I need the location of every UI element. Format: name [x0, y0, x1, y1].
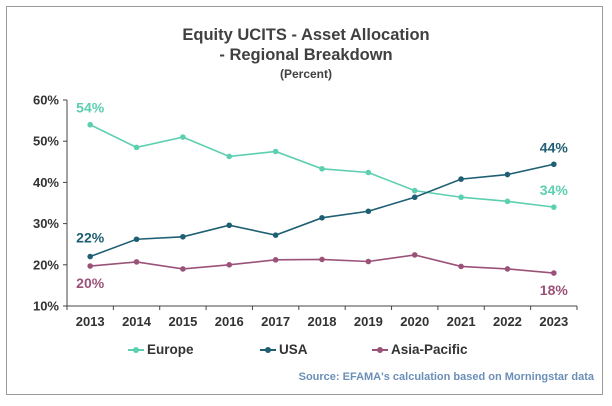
data-point-usa [133, 236, 140, 243]
legend-label-europe: Europe [147, 342, 194, 357]
series-line-usa [89, 163, 554, 258]
data-point-asia-pacific [458, 263, 464, 270]
data-point-europe [504, 198, 511, 205]
y-tick-label: 10% [33, 299, 59, 314]
legend-item-usa: USA [260, 340, 308, 360]
data-point-europe [133, 144, 140, 151]
data-label-asia-pacific-last: 18% [540, 282, 569, 298]
legend-label-usa: USA [279, 342, 308, 357]
data-point-usa [365, 208, 372, 215]
data-point-asia-pacific [133, 259, 140, 265]
x-tick-label: 2018 [308, 314, 337, 329]
data-point-usa [458, 176, 464, 182]
y-tick-label: 60% [33, 93, 59, 108]
series-line-europe [89, 124, 554, 208]
data-point-usa [411, 194, 418, 201]
x-tick-label: 2017 [261, 314, 290, 329]
data-point-europe [365, 169, 372, 176]
x-tick-label: 2016 [215, 314, 244, 329]
chart-legend: Europe USA Asia-Pacific [0, 340, 612, 360]
chart-subtitle: (Percent) [279, 67, 332, 81]
data-point-europe [319, 166, 325, 172]
data-point-usa [272, 232, 279, 238]
data-point-europe [551, 204, 557, 210]
x-tick-label: 2014 [122, 314, 152, 329]
chart-title-line2: - Regional Breakdown [219, 46, 393, 64]
data-point-asia-pacific [504, 266, 511, 272]
data-point-asia-pacific [319, 256, 325, 263]
legend-label-asia-pacific: Asia-Pacific [391, 342, 468, 357]
data-point-usa [87, 253, 93, 260]
x-tick-label: 2022 [493, 314, 522, 329]
data-point-europe [411, 187, 418, 194]
legend-item-asia-pacific: Asia-Pacific [372, 340, 468, 360]
source-note: Source: EFAMA's calculation based on Mor… [298, 371, 594, 383]
data-point-usa [180, 233, 186, 240]
x-tick-label: 2020 [400, 314, 429, 329]
data-point-europe [272, 148, 279, 155]
y-tick-label: 20% [33, 257, 59, 272]
chart-title-line1: Equity UCITS - Asset Allocation [182, 26, 430, 44]
y-tick-label: 50% [33, 134, 59, 149]
data-label-usa-last: 44% [540, 139, 569, 155]
data-point-asia-pacific [411, 252, 418, 258]
y-tick-label: 40% [33, 175, 59, 190]
x-tick-label: 2021 [447, 314, 476, 329]
data-point-asia-pacific [226, 262, 233, 268]
data-label-usa-first: 22% [76, 230, 105, 246]
x-tick-label: 2013 [76, 314, 105, 329]
y-tick-label: 30% [33, 216, 59, 231]
data-label-europe-first: 54% [76, 100, 105, 116]
data-point-usa [551, 161, 557, 168]
data-point-europe [226, 153, 233, 160]
data-point-europe [458, 194, 464, 201]
data-point-usa [226, 222, 233, 229]
data-point-asia-pacific [272, 257, 279, 263]
x-tick-label: 2019 [354, 314, 383, 329]
legend-swatch-usa [260, 347, 276, 354]
data-point-asia-pacific [180, 266, 186, 272]
legend-swatch-asia-pacific [372, 347, 388, 354]
data-point-asia-pacific [551, 270, 557, 276]
data-point-europe [87, 121, 93, 128]
legend-swatch-europe [128, 347, 144, 354]
data-point-usa [504, 171, 511, 178]
x-tick-label: 2023 [539, 314, 568, 329]
data-label-asia-pacific-first: 20% [76, 275, 105, 291]
legend-item-europe: Europe [128, 340, 194, 360]
data-point-asia-pacific [365, 258, 372, 265]
data-label-europe-last: 34% [540, 182, 569, 198]
x-tick-label: 2015 [168, 314, 197, 329]
data-point-europe [180, 134, 186, 140]
data-point-asia-pacific [87, 263, 93, 269]
data-point-usa [319, 215, 325, 221]
